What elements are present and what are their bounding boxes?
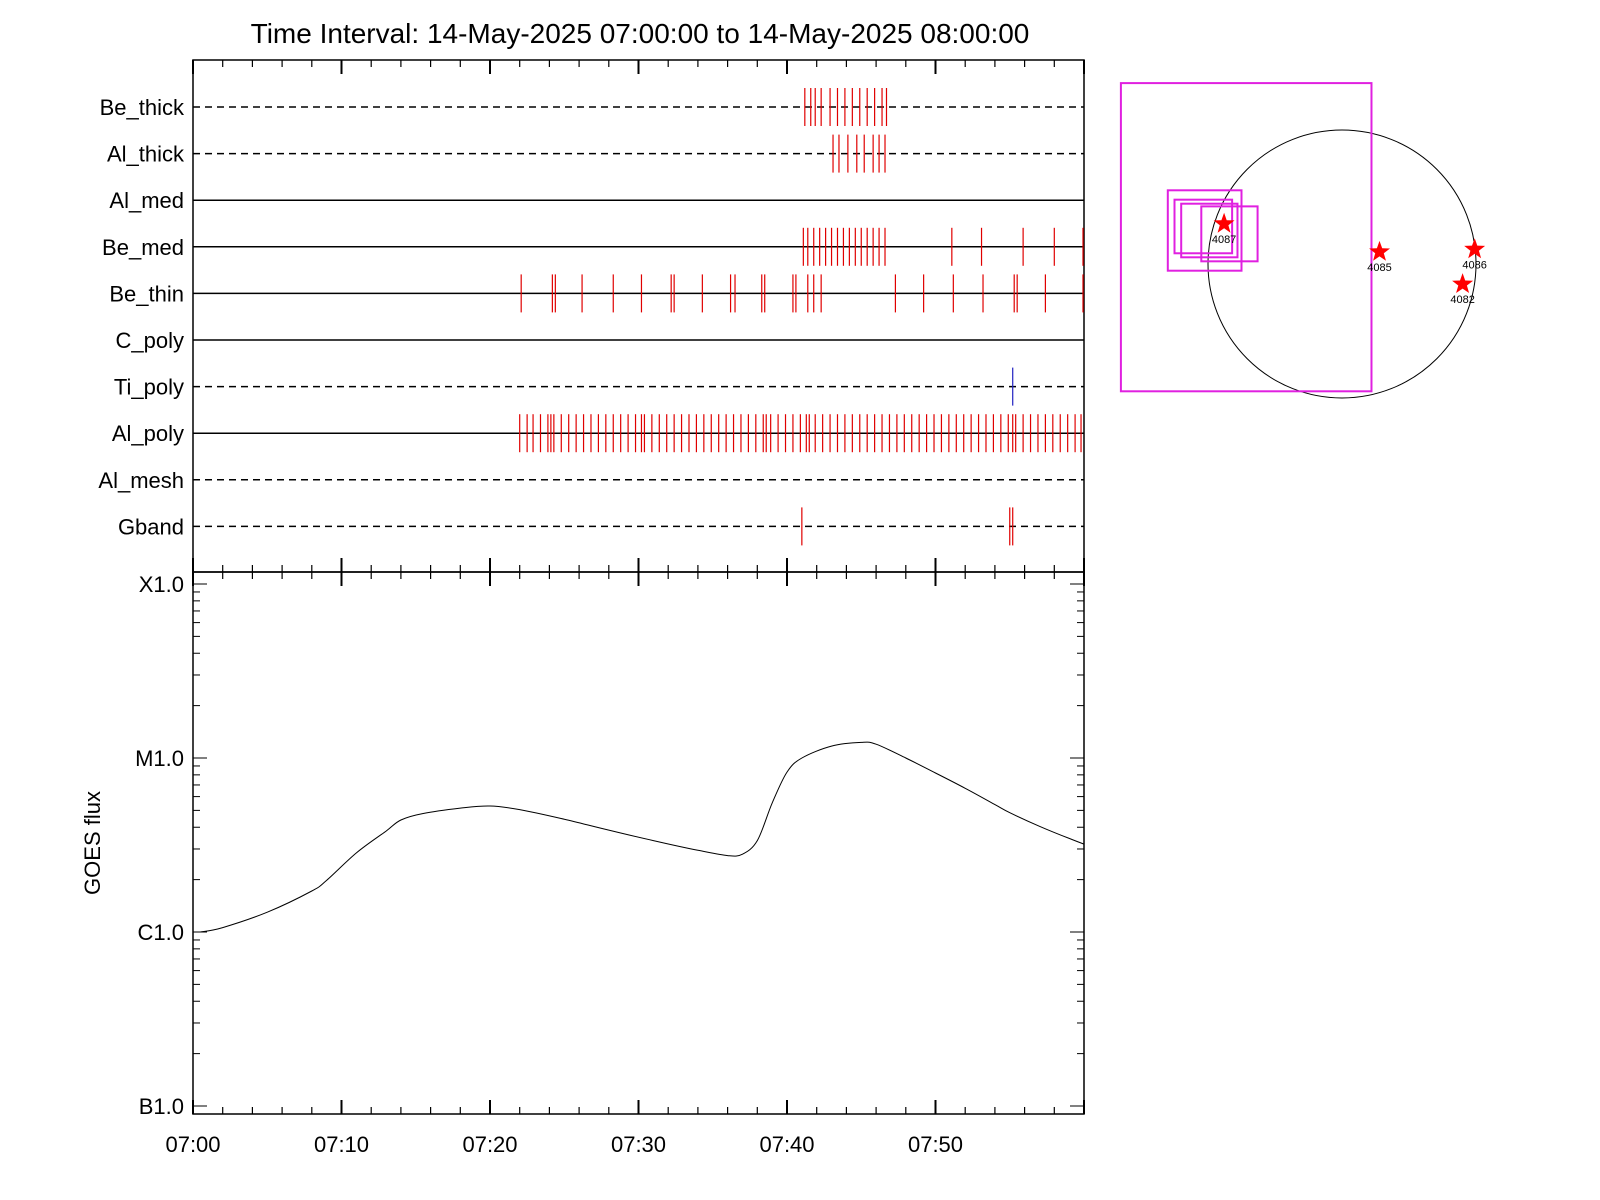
goes-x-tick-labels: 07:00 07:10 07:20 07:30 07:40 07:50 (165, 1132, 963, 1157)
goes-frame (192, 571, 1085, 1115)
goes-panel: B1.0C1.0M1.0X1.0 07:00 07:10 07:20 07:30 07:… (80, 571, 1085, 1157)
x-tick-label: 07:40 (759, 1132, 814, 1157)
goes-y-axis-label: GOES flux (80, 791, 105, 895)
fov-box (1173, 198, 1234, 255)
row-label: Al_thick (107, 142, 185, 167)
row-label: C_poly (116, 328, 184, 353)
row-label: Gband (118, 514, 184, 539)
y-tick-label: X1.0 (139, 572, 184, 597)
y-tick-label: M1.0 (135, 746, 184, 771)
row-label: Be_med (102, 235, 184, 260)
timeline-panel: Be_thick Al_thick Al_med Be_med Be_thin C_pol… (98, 59, 1085, 573)
fov-box (1180, 202, 1239, 259)
row-label: Al_poly (112, 421, 184, 446)
fov-box (1119, 82, 1373, 393)
fov-box (1200, 205, 1259, 263)
row-label: Al_med (109, 188, 184, 213)
active-region-markers: 4087 4085 4086 4082 (1212, 212, 1487, 306)
active-region-label: 4085 (1367, 262, 1391, 274)
active-region-star (1213, 212, 1235, 233)
solar-disk-map: 4087 4085 4086 4082 (1119, 82, 1487, 399)
x-tick-label: 07:50 (908, 1132, 963, 1157)
y-tick-label: C1.0 (138, 920, 184, 945)
solar-limb (1207, 129, 1477, 399)
goes-ticks (192, 572, 1085, 1114)
active-region-label: 4086 (1462, 259, 1486, 271)
row-label: Al_mesh (98, 468, 184, 493)
goes-y-tick-labels: B1.0 C1.0 M1.0 X1.0 (135, 572, 184, 1119)
active-region-label: 4087 (1212, 234, 1236, 246)
fov-boxes (1119, 82, 1373, 393)
active-region-label: 4082 (1450, 294, 1474, 306)
row-label: Be_thin (109, 281, 184, 306)
timeline-frame (192, 59, 1085, 573)
row-label: Be_thick (100, 95, 185, 120)
x-tick-label: 07:10 (314, 1132, 369, 1157)
goes-flux-line (200, 741, 1085, 933)
timeline-ticks (192, 60, 1085, 572)
y-tick-label: B1.0 (139, 1094, 184, 1119)
timeline-rows: Be_thick Al_thick Al_med Be_med Be_thin C_pol… (98, 88, 1084, 546)
active-region-star (1369, 240, 1390, 261)
x-tick-label: 07:20 (462, 1132, 517, 1157)
row-label: Ti_poly (114, 375, 184, 400)
chart-title: Time Interval: 14-May-2025 07:00:00 to 1… (251, 18, 1030, 49)
x-tick-label: 07:00 (165, 1132, 220, 1157)
x-tick-label: 07:30 (611, 1132, 666, 1157)
active-region-star (1452, 273, 1474, 293)
fov-box (1166, 189, 1243, 272)
active-region-star (1464, 238, 1486, 259)
